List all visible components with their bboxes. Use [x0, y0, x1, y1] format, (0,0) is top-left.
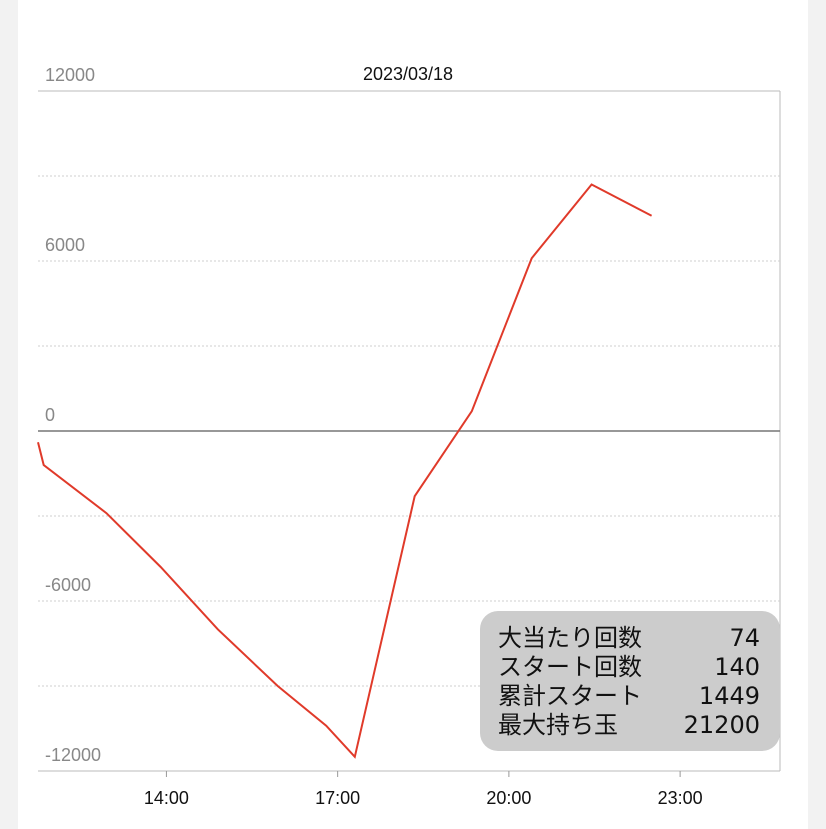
stat-label: 最大持ち玉 [498, 711, 618, 739]
line-chart: 2023/03/18 12000 6000 0 -6000 -12000 14:00 17… [37, 64, 781, 808]
stat-row-max-balls: 最大持ち玉 21200 [498, 711, 760, 740]
series-line [37, 183, 653, 759]
y-tick-label: 12000 [45, 65, 95, 85]
x-tick-label: 14:00 [144, 788, 189, 808]
stat-label: スタート回数 [498, 653, 642, 681]
x-tick-label: 17:00 [315, 788, 360, 808]
stat-value: 74 [729, 624, 760, 652]
chart-panel: 2023/03/18 12000 6000 0 -6000 -12000 14:00 17… [18, 0, 808, 829]
x-tick-label: 23:00 [658, 788, 703, 808]
chart-title: 2023/03/18 [363, 64, 453, 84]
x-tick-label: 20:00 [486, 788, 531, 808]
y-tick-label: 0 [45, 405, 55, 425]
stat-value: 1449 [698, 682, 760, 710]
y-tick-label: -12000 [45, 745, 101, 765]
y-tick-label: 6000 [45, 235, 85, 255]
stat-value: 21200 [683, 711, 760, 739]
stats-box: 大当たり回数 74 スタート回数 140 累計スタート 1449 最大持ち玉 2… [480, 611, 780, 751]
stat-row-starts: スタート回数 140 [498, 653, 760, 682]
stat-value: 140 [714, 653, 760, 681]
stat-row-hits: 大当たり回数 74 [498, 624, 760, 653]
stat-label: 大当たり回数 [498, 624, 642, 652]
y-tick-label: -6000 [45, 575, 91, 595]
stat-label: 累計スタート [498, 682, 642, 710]
stat-row-total-starts: 累計スタート 1449 [498, 682, 760, 711]
